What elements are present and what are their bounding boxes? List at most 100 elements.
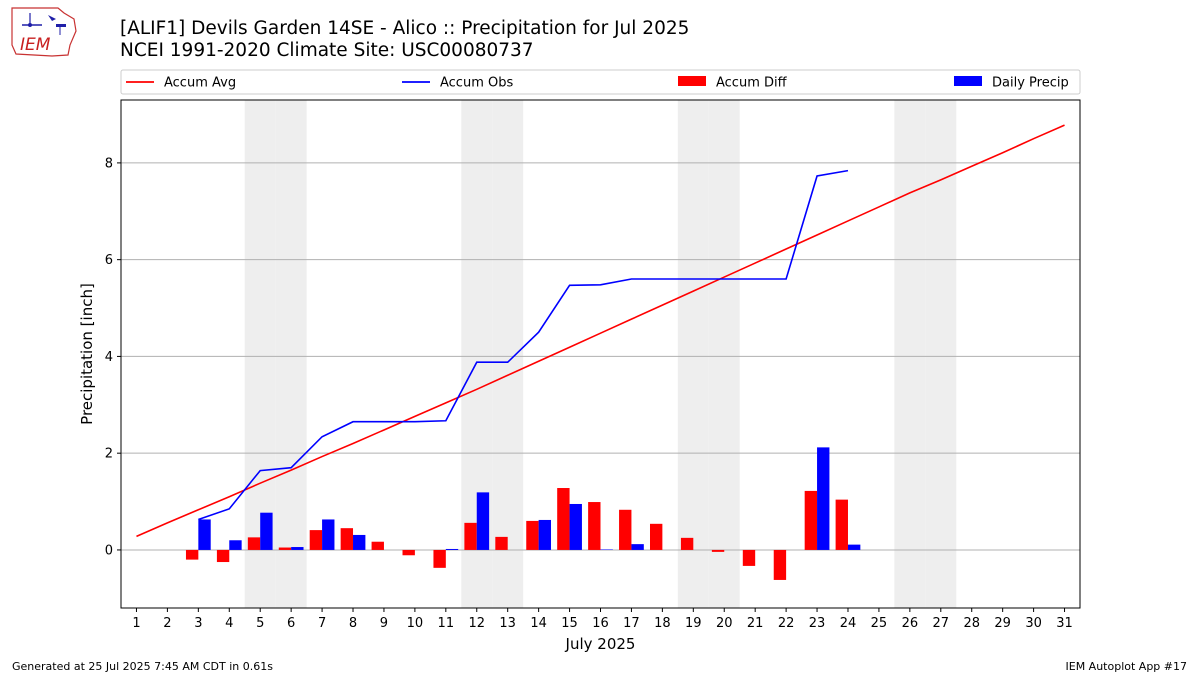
weekend-shading <box>244 100 957 608</box>
accum-diff-bar-13 <box>495 536 508 550</box>
x-tick-label-3: 3 <box>194 616 202 631</box>
accum-diff-bar-4 <box>216 549 230 563</box>
accum-diff-bar-14 <box>526 520 539 550</box>
y-tick-label-6: 6 <box>105 253 113 268</box>
accum-diff-bar-12 <box>464 522 477 550</box>
weekend-shade-20 <box>708 100 740 608</box>
daily-precip-bar-14 <box>538 519 552 550</box>
accum-diff-bar-17 <box>619 509 632 550</box>
x-tick-label-29: 29 <box>994 616 1011 631</box>
x-tick-label-22: 22 <box>778 616 795 631</box>
accum-diff-bar-16 <box>588 502 601 550</box>
legend-label-accum-obs: Accum Obs <box>440 76 513 91</box>
legend-label-daily-precip: Daily Precip <box>992 76 1069 91</box>
weekend-shade-26 <box>894 100 926 608</box>
accum-diff-bar-19 <box>680 537 694 550</box>
daily-precip-bar-7 <box>322 519 335 550</box>
x-tick-label-27: 27 <box>933 616 950 631</box>
x-tick-label-30: 30 <box>1025 616 1042 631</box>
accum-diff-bar-7 <box>309 530 323 550</box>
accum-diff-bar-18 <box>649 523 663 550</box>
x-tick-label-10: 10 <box>407 616 424 631</box>
legend-box <box>120 69 1081 95</box>
x-tick-label-2: 2 <box>163 616 171 631</box>
accum-diff-bar-24 <box>835 499 848 550</box>
accum-diff-bar-22 <box>773 549 787 580</box>
x-tick-label-11: 11 <box>438 616 455 631</box>
x-tick-label-1: 1 <box>132 616 140 631</box>
x-tick-label-31: 31 <box>1056 616 1073 631</box>
daily-precip-bar-24 <box>847 544 861 550</box>
chart-title: [ALIF1] Devils Garden 14SE - Alico :: Pr… <box>120 18 690 39</box>
accum-diff-bar-10 <box>402 549 415 556</box>
x-tick-label-24: 24 <box>840 616 857 631</box>
x-tick-label-17: 17 <box>623 616 640 631</box>
x-tick-label-25: 25 <box>871 616 888 631</box>
x-tick-label-5: 5 <box>256 616 264 631</box>
y-tick-label-2: 2 <box>105 447 113 462</box>
accum-diff-bar-23 <box>804 490 818 550</box>
x-tick-label-23: 23 <box>809 616 826 631</box>
daily-precip-bar-5 <box>260 512 273 550</box>
daily-precip-bar-8 <box>353 534 366 550</box>
y-axis-label: Precipitation [inch] <box>78 283 96 425</box>
x-tick-label-18: 18 <box>654 616 671 631</box>
weekend-shade-13 <box>492 100 524 608</box>
daily-precip-bar-15 <box>569 503 582 550</box>
x-tick-label-13: 13 <box>499 616 516 631</box>
weekend-shade-19 <box>677 100 709 608</box>
x-tick-label-19: 19 <box>685 616 702 631</box>
bars <box>185 447 861 580</box>
x-axis-label: July 2025 <box>565 635 636 653</box>
y-tick-label-4: 4 <box>105 350 113 365</box>
accum-diff-bar-9 <box>371 541 384 550</box>
daily-precip-bar-17 <box>631 544 644 550</box>
logo-text: IEM <box>20 35 51 55</box>
legend-swatch-accum-diff <box>678 76 706 86</box>
weekend-shade-27 <box>925 100 957 608</box>
daily-precip-bar-4 <box>229 540 242 550</box>
accum-diff-bar-21 <box>742 549 756 566</box>
x-tick-label-7: 7 <box>318 616 326 631</box>
legend: Accum Avg Accum Obs Accum Diff Daily Precip <box>120 69 1081 95</box>
legend-swatch-daily-precip <box>954 76 982 86</box>
lines <box>136 124 1065 538</box>
x-tick-label-8: 8 <box>349 616 357 631</box>
y-tick-label-8: 8 <box>105 156 113 171</box>
x-tick-label-9: 9 <box>380 616 388 631</box>
accum-diff-bar-3 <box>185 549 199 560</box>
x-tick-label-16: 16 <box>592 616 609 631</box>
generated-note: Generated at 25 Jul 2025 7:45 AM CDT in … <box>12 660 273 673</box>
daily-precip-bar-6 <box>291 547 304 550</box>
legend-label-accum-avg: Accum Avg <box>164 76 236 91</box>
accum-diff-bar-11 <box>433 549 446 568</box>
daily-precip-bar-3 <box>198 519 211 550</box>
accum-diff-bar-5 <box>247 537 261 550</box>
y-tick-label-0: 0 <box>105 543 113 558</box>
x-tick-label-4: 4 <box>225 616 233 631</box>
accum-diff-bar-6 <box>278 547 292 550</box>
x-tick-label-14: 14 <box>530 616 547 631</box>
x-tick-label-26: 26 <box>902 616 919 631</box>
app-note: IEM Autoplot App #17 <box>1065 660 1188 673</box>
legend-label-accum-diff: Accum Diff <box>716 76 788 91</box>
x-tick-label-21: 21 <box>747 616 764 631</box>
daily-precip-bar-23 <box>817 447 830 550</box>
accum-obs-line <box>198 169 849 521</box>
x-tick-label-20: 20 <box>716 616 733 631</box>
accum-avg-line <box>136 124 1065 538</box>
iem-logo: IEM <box>11 7 77 57</box>
x-tick-label-15: 15 <box>561 616 578 631</box>
chart-subtitle: NCEI 1991-2020 Climate Site: USC00080737 <box>120 40 534 61</box>
x-tick-label-28: 28 <box>963 616 980 631</box>
accum-diff-bar-15 <box>557 488 570 550</box>
x-tick-label-12: 12 <box>468 616 485 631</box>
daily-precip-bar-11 <box>445 548 459 550</box>
daily-precip-bar-12 <box>476 492 490 550</box>
accum-diff-bar-8 <box>340 528 354 550</box>
x-tick-label-6: 6 <box>287 616 295 631</box>
weekend-shade-6 <box>275 100 307 608</box>
accum-diff-bar-20 <box>711 549 725 552</box>
